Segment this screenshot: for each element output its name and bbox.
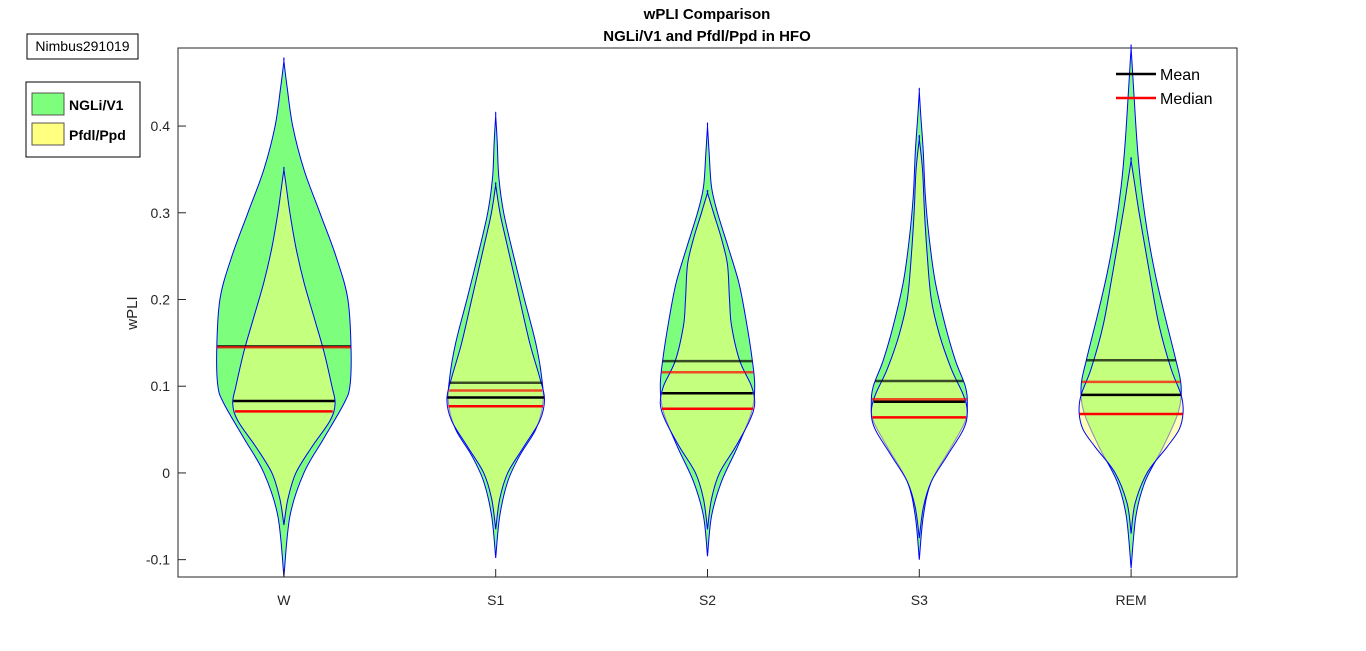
y-tick-label: 0.1	[151, 378, 171, 394]
violin-pfdlppd-s3	[870, 134, 968, 539]
violin-pfdlppd-s2	[659, 189, 756, 530]
y-tick-label: 0.3	[151, 205, 171, 221]
x-axis-ticks: W S1 S2 S3 REM	[277, 569, 1147, 608]
y-axis-label: wPLI	[124, 296, 141, 330]
x-tick-label-w: W	[277, 592, 291, 608]
mean-legend-label: Mean	[1160, 67, 1200, 84]
group-legend-label-pfdl: Pfdl/Ppd	[69, 127, 126, 143]
annotation-box: Nimbus291019	[26, 33, 139, 60]
group-legend: NGLi/V1 Pfdl/Ppd	[25, 81, 141, 158]
annotation-frame	[26, 33, 139, 60]
y-tick-label: 0	[162, 465, 170, 481]
y-tick-label: -0.1	[146, 552, 170, 568]
group-legend-swatch-pfdl	[31, 122, 65, 146]
stat-lines-layer	[217, 345, 1183, 419]
x-tick-label-s3: S3	[911, 592, 928, 608]
violin-pfdlppd-s1	[446, 182, 546, 530]
stat-legend: Mean Median	[1116, 67, 1212, 108]
violin-pfdlppd-rem	[1078, 156, 1184, 534]
group-legend-swatch-ngli	[31, 92, 65, 116]
group-legend-label-ngli: NGLi/V1	[69, 97, 124, 113]
annotation-label: Nimbus291019	[35, 38, 129, 54]
x-tick-label-s1: S1	[487, 592, 504, 608]
x-tick-label-s2: S2	[699, 592, 716, 608]
x-tick-label-rem: REM	[1116, 592, 1147, 608]
y-tick-label: 0.2	[151, 291, 171, 307]
median-legend-label: Median	[1160, 91, 1212, 108]
y-axis-ticks: -0.1 0 0.1 0.2 0.3 0.4	[146, 118, 186, 568]
violins-layer	[216, 44, 1184, 578]
chart-subtitle: NGLi/V1 and Pfdl/Ppd in HFO	[603, 28, 811, 45]
chart-title: wPLI Comparison	[643, 6, 771, 23]
y-tick-label: 0.4	[151, 118, 171, 134]
